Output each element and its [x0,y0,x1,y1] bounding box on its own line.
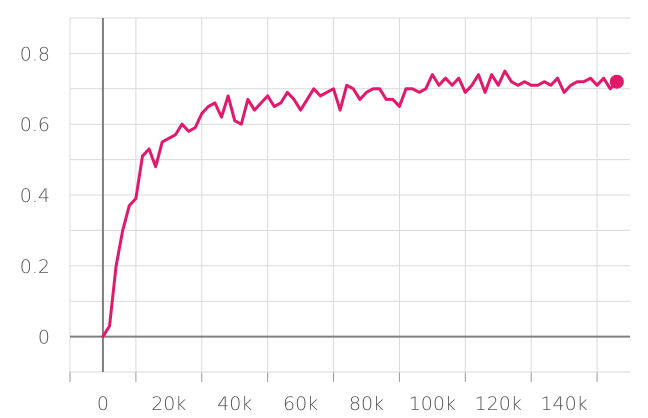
axes [70,18,630,372]
x-tick-label: 80k [349,393,384,415]
x-tick-label: 120k [475,393,522,415]
x-tick-label: 20k [151,393,186,415]
x-tick-label: 100k [409,393,456,415]
y-tick-label: 0.8 [20,43,50,65]
y-tick-label: 0.2 [20,256,50,278]
y-tick-label: 0 [38,327,50,349]
x-tick-label: 40k [217,393,252,415]
tick-labels: 0 20k 40k 60k 80k 100k 120k 140k 0 0.2 0.4 0.6 0.8 [20,43,588,415]
series-line [101,69,619,339]
x-tick-label: 140k [540,393,587,415]
grid-lines [69,17,630,382]
series-layer [101,69,624,339]
x-tick-label: 60k [283,393,318,415]
y-tick-label: 0.6 [20,114,50,136]
series-end-marker [609,74,624,89]
y-tick-label: 0.4 [20,185,50,207]
x-tick-label: 0 [97,393,109,415]
